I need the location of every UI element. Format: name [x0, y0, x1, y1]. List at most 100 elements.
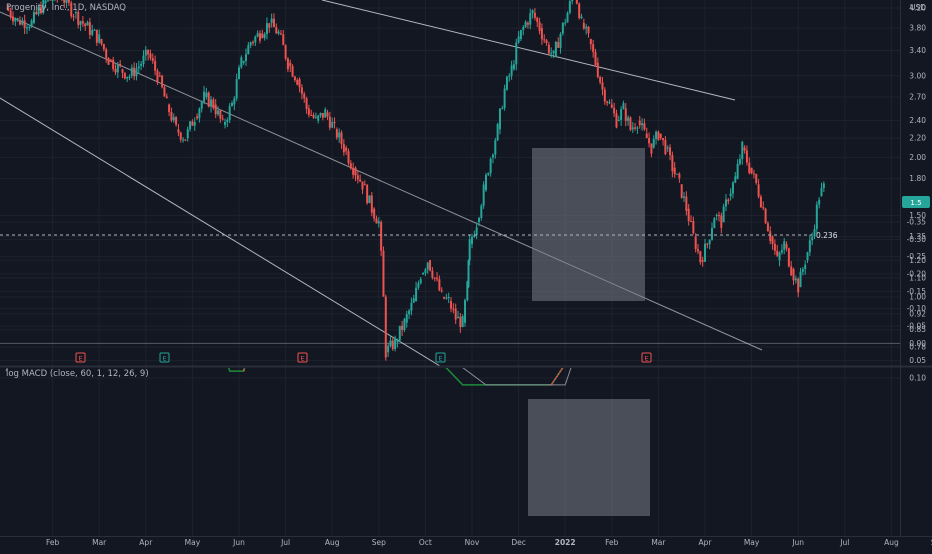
- time-axis-label: Aug: [884, 538, 899, 547]
- candle-body: [252, 42, 254, 43]
- candle-body: [653, 139, 655, 148]
- candle-body: [769, 231, 771, 241]
- candle-body: [438, 279, 440, 290]
- candle-body: [497, 124, 499, 140]
- candle-body: [655, 132, 657, 139]
- candle-body: [135, 68, 137, 76]
- candle-body: [732, 182, 734, 193]
- candle-body: [73, 16, 75, 17]
- candle-body: [292, 66, 294, 76]
- candle-body: [522, 27, 524, 30]
- macd-tick-label: -0.05: [907, 322, 927, 331]
- candle-body: [47, 0, 49, 1]
- candle-body: [240, 57, 242, 67]
- candle-body: [457, 317, 459, 318]
- candle-body: [441, 290, 443, 291]
- candle-body: [296, 80, 298, 85]
- candle-body: [247, 45, 249, 54]
- candle-body: [177, 129, 179, 132]
- candle-body: [620, 109, 622, 120]
- time-axis-label: May: [185, 538, 201, 547]
- time-axis-label: Apr: [139, 538, 153, 547]
- currency-label: USD: [910, 3, 926, 12]
- candle-body: [315, 117, 317, 118]
- time-axis-label: Sep: [372, 538, 386, 547]
- time-axis-label: Oct: [419, 538, 432, 547]
- candle-body: [625, 108, 627, 120]
- candle-body: [208, 93, 210, 107]
- candle-body: [396, 340, 398, 341]
- candle-body: [243, 61, 245, 63]
- candle-body: [546, 40, 548, 43]
- price-tick-label: 2.20: [909, 134, 926, 143]
- candle-body: [131, 68, 133, 76]
- candle-body: [485, 175, 487, 190]
- candle-body: [210, 100, 212, 107]
- candle-body: [108, 58, 110, 65]
- candle-body: [84, 24, 86, 26]
- candle-body: [336, 129, 338, 137]
- candle-body: [555, 42, 557, 57]
- candle-body: [271, 19, 273, 23]
- price-tick-label: 3.40: [909, 46, 926, 55]
- candle-body: [403, 319, 405, 330]
- candle-body: [168, 105, 170, 112]
- candle-body: [231, 103, 233, 106]
- candle-body: [122, 69, 124, 73]
- candle-body: [301, 87, 303, 94]
- candle-body: [737, 164, 739, 179]
- candle-body: [534, 13, 536, 18]
- candle-body: [748, 163, 750, 173]
- candle-body: [17, 18, 19, 19]
- macd-highlight-box: [528, 399, 650, 516]
- candle-body: [189, 122, 191, 130]
- macd-tick-label: -0.35: [907, 218, 927, 227]
- candle-body: [420, 279, 422, 283]
- candle-body: [294, 77, 296, 80]
- candle-body: [355, 168, 357, 176]
- candle-body: [515, 43, 517, 65]
- candle-body: [604, 90, 606, 102]
- candle-body: [725, 199, 727, 206]
- candle-body: [564, 22, 566, 23]
- candle-body: [89, 22, 91, 35]
- candle-body: [424, 270, 426, 274]
- candle-body: [613, 108, 615, 114]
- candle-body: [389, 341, 391, 346]
- time-axis-label: Mar: [92, 538, 107, 547]
- candle-body: [112, 60, 114, 69]
- candle-body: [203, 92, 205, 102]
- candle-body: [322, 113, 324, 118]
- candle-body: [94, 30, 96, 31]
- candle-body: [504, 89, 506, 109]
- candle-body: [476, 227, 478, 235]
- candle-body: [80, 21, 82, 25]
- candle-body: [368, 195, 370, 203]
- earnings-marker-label: E: [162, 355, 166, 363]
- time-axis-label: Aug: [325, 538, 340, 547]
- candle-body: [156, 71, 158, 82]
- macd-falling-segment: [332, 229, 346, 239]
- candle-body: [278, 32, 280, 34]
- candle-body: [352, 168, 354, 174]
- candle-body: [152, 58, 154, 61]
- candle-body: [709, 240, 711, 244]
- candle-body: [371, 195, 373, 212]
- price-tick-label: 2.40: [909, 116, 926, 125]
- candle-body: [184, 139, 186, 140]
- candle-body: [664, 140, 666, 154]
- candle-body: [802, 269, 804, 272]
- macd-tick-label: -0.15: [907, 287, 927, 296]
- candle-body: [110, 60, 112, 61]
- candle-body: [781, 250, 783, 253]
- macd-tick-label: -0.10: [907, 304, 927, 313]
- candle-body: [772, 237, 774, 244]
- candle-body: [306, 98, 308, 109]
- candle-body: [285, 45, 287, 59]
- candle-body: [282, 34, 284, 45]
- candle-body: [807, 252, 809, 260]
- candle-body: [681, 184, 683, 197]
- candle-body: [415, 288, 417, 301]
- candle-body: [406, 314, 408, 322]
